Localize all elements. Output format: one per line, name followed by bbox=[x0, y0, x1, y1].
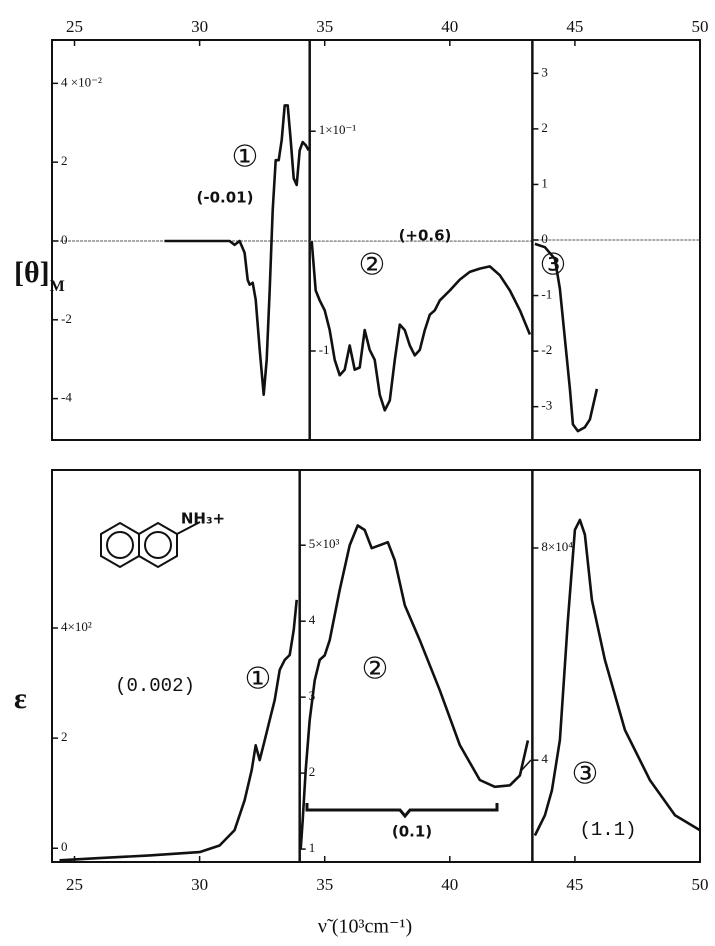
y-axis-label-sub: M bbox=[50, 278, 65, 295]
annotation: ③ bbox=[572, 757, 599, 792]
y-tick-label: -2 bbox=[61, 311, 72, 326]
x-axis-label: ν̃ (10³cm⁻¹) bbox=[318, 916, 412, 938]
y-tick-label: -2 bbox=[541, 342, 552, 357]
y-tick-label: 4 bbox=[309, 612, 316, 627]
y-tick-label: 0 bbox=[61, 232, 68, 247]
x-tick-label: 45 bbox=[566, 875, 583, 894]
brace bbox=[305, 803, 499, 819]
ring-circle bbox=[144, 531, 172, 559]
molecule bbox=[100, 521, 201, 569]
annotation: (1.1) bbox=[579, 819, 636, 841]
y-tick-label: 4×10² bbox=[61, 619, 92, 634]
x-tick-label: 35 bbox=[316, 17, 333, 36]
annotation: (+0.6) bbox=[399, 227, 452, 245]
annotation: ② bbox=[362, 652, 389, 687]
y-tick-label: -3 bbox=[541, 398, 552, 413]
spectrum-line bbox=[533, 518, 701, 837]
annotation: ① bbox=[232, 140, 259, 175]
y-tick-label: 8×10⁴ bbox=[541, 539, 573, 554]
y-tick-label: 0 bbox=[61, 839, 68, 854]
y-tick-label: 5×10³ bbox=[309, 536, 340, 551]
y-tick-label: 0 bbox=[541, 231, 548, 246]
annotation: ① bbox=[245, 662, 272, 697]
x-tick-label: 40 bbox=[441, 875, 458, 894]
annotation: ② bbox=[359, 248, 386, 283]
plot-frame bbox=[51, 469, 701, 863]
annotation: (-0.01) bbox=[197, 189, 254, 207]
x-tick-label: 25 bbox=[66, 17, 83, 36]
spectrum-line bbox=[310, 240, 532, 412]
y-tick-label: 2 bbox=[541, 120, 548, 135]
x-tick-label: 35 bbox=[316, 875, 333, 894]
x-tick-label: 40 bbox=[441, 17, 458, 36]
y-tick-label: 1×10⁻¹ bbox=[319, 122, 357, 137]
x-tick-label: 30 bbox=[191, 17, 208, 36]
annotation: (0.002) bbox=[115, 675, 195, 697]
annotation: ③ bbox=[540, 248, 567, 283]
ring-circle bbox=[106, 531, 134, 559]
y-axis-label-main: ε bbox=[14, 682, 27, 715]
y-axis-label-main: [θ] bbox=[14, 256, 50, 289]
spectrum-line bbox=[59, 599, 298, 862]
annotation: NH₃+ bbox=[181, 510, 225, 528]
y-tick-label: -4 bbox=[61, 390, 72, 405]
y-tick-label: 4 bbox=[541, 751, 548, 766]
y-tick-label: 3 bbox=[541, 64, 548, 79]
y-axis-label: ε bbox=[14, 682, 27, 715]
y-tick-label: 1 bbox=[309, 840, 316, 855]
y-tick-label: 2 bbox=[309, 764, 316, 779]
plot-frame bbox=[51, 39, 701, 441]
x-tick-label: 50 bbox=[692, 17, 709, 36]
y-tick-label: 2 bbox=[61, 153, 68, 168]
x-tick-label: 25 bbox=[66, 875, 83, 894]
x-tick-label: 50 bbox=[692, 875, 709, 894]
spectrum-line bbox=[164, 104, 310, 396]
y-axis-label: [θ]M bbox=[14, 256, 65, 295]
y-tick-label: -1 bbox=[319, 342, 330, 357]
x-tick-label: 45 bbox=[566, 17, 583, 36]
spectrum-line bbox=[534, 242, 599, 433]
spectrum-line bbox=[299, 524, 530, 850]
y-tick-label: 2 bbox=[61, 729, 68, 744]
y-tick-label: 4 ×10⁻² bbox=[61, 74, 102, 89]
y-tick-label: 1 bbox=[541, 175, 548, 190]
y-tick-label: -1 bbox=[541, 287, 552, 302]
bond bbox=[176, 521, 201, 535]
annotation: (0.1) bbox=[392, 823, 432, 841]
x-tick-label: 30 bbox=[191, 875, 208, 894]
